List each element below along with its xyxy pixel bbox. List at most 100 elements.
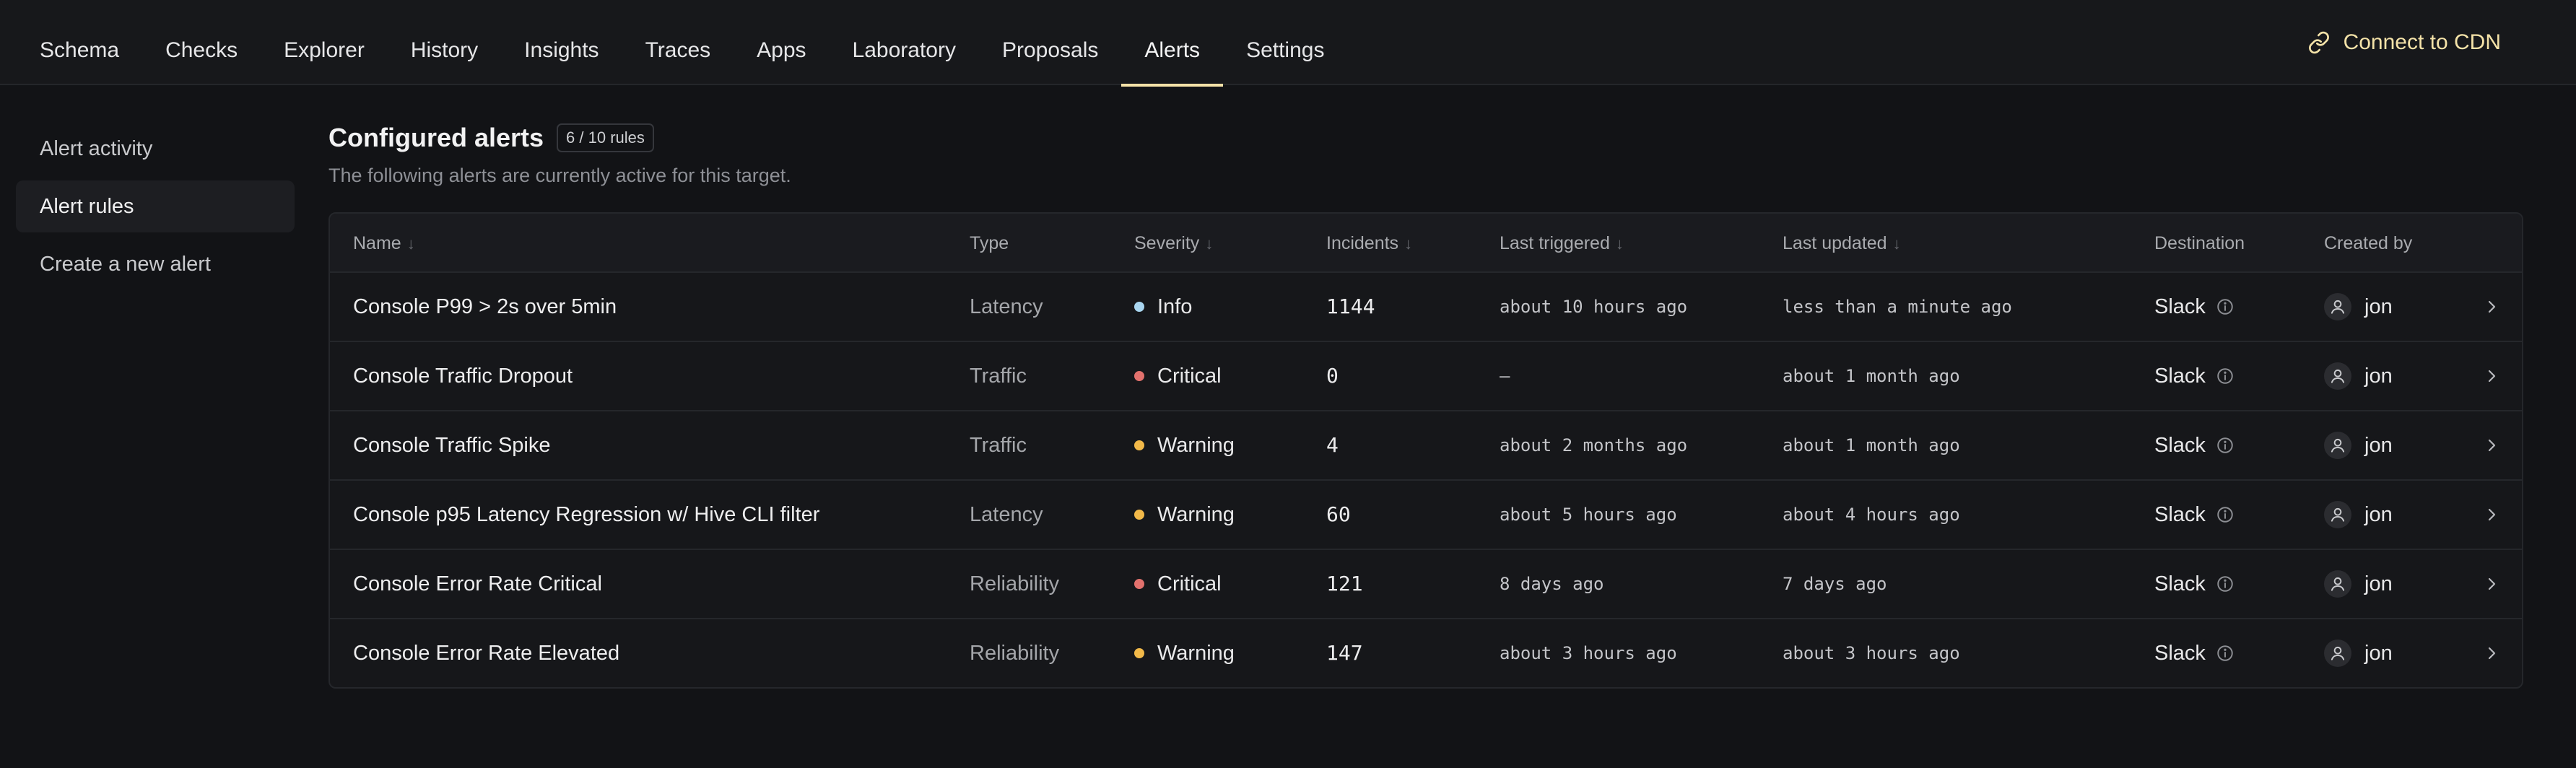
sidebar-item-alert-activity[interactable]: Alert activity xyxy=(40,137,153,160)
open-alert-button[interactable] xyxy=(2483,342,2500,410)
column-header-severity[interactable]: Severity ↓ xyxy=(1134,233,1214,253)
alerts-table: Name ↓ Type Severity ↓ Incidents ↓ Last tri… xyxy=(328,212,2523,689)
severity-dot-icon xyxy=(1134,440,1144,450)
sidebar-item-create-a-new-alert[interactable]: Create a new alert xyxy=(40,253,211,276)
tab-schema[interactable]: Schema xyxy=(40,38,120,62)
creator-name: jon xyxy=(2364,572,2393,595)
column-header-created-by: Created by xyxy=(2324,233,2413,253)
user-icon xyxy=(2331,369,2345,383)
link-icon xyxy=(2308,31,2329,54)
table-body: Console P99 > 2s over 5min Latency Info 114… xyxy=(330,273,2522,687)
sidebar-item-alert-rules[interactable]: Alert rules xyxy=(16,180,295,232)
destination-label: Slack xyxy=(2154,295,2206,318)
tab-history[interactable]: History xyxy=(410,38,479,62)
info-icon xyxy=(2217,299,2233,315)
alert-last-updated: about 1 month ago xyxy=(1783,366,1960,386)
tab-settings[interactable]: Settings xyxy=(1246,38,1325,62)
alert-type: Reliability xyxy=(970,572,1060,595)
page-title: Configured alerts xyxy=(328,123,544,152)
severity-dot-icon xyxy=(1134,648,1144,658)
alerts-sidebar: Alert activity Alert rules Create a new al… xyxy=(16,123,295,296)
creator-name: jon xyxy=(2364,365,2393,388)
severity-label: Warning xyxy=(1157,642,1235,665)
alert-incidents: 0 xyxy=(1326,364,1339,388)
column-header-name[interactable]: Name ↓ xyxy=(353,233,415,253)
heading-row: Configured alerts 6 / 10 rules xyxy=(328,121,2523,154)
alert-created-by: jon xyxy=(2324,481,2393,549)
arrow-down-icon: ↓ xyxy=(1404,235,1413,253)
configured-alerts-section: Configured alerts 6 / 10 rules The follo… xyxy=(328,121,2523,689)
user-icon xyxy=(2331,507,2345,522)
table-row[interactable]: Console Error Rate Critical Reliability Cr… xyxy=(330,550,2522,619)
alert-last-triggered: about 3 hours ago xyxy=(1500,643,1677,663)
creator-name: jon xyxy=(2364,503,2393,526)
tab-laboratory[interactable]: Laboratory xyxy=(852,38,956,62)
open-alert-button[interactable] xyxy=(2483,619,2500,687)
alert-type: Latency xyxy=(970,503,1043,526)
table-row[interactable]: Console p95 Latency Regression w/ Hive C… xyxy=(330,481,2522,550)
alert-name: Console Error Rate Critical xyxy=(353,572,602,595)
severity-label: Critical xyxy=(1157,572,1222,595)
table-row[interactable]: Console Traffic Dropout Traffic Critical 0 —… xyxy=(330,342,2522,411)
open-alert-button[interactable] xyxy=(2483,550,2500,618)
open-alert-button[interactable] xyxy=(2483,273,2500,341)
avatar xyxy=(2324,640,2351,667)
creator-name: jon xyxy=(2364,434,2393,457)
tab-checks[interactable]: Checks xyxy=(165,38,238,62)
open-alert-button[interactable] xyxy=(2483,481,2500,549)
chevron-right-icon xyxy=(2488,439,2496,452)
user-icon xyxy=(2331,300,2345,314)
info-icon xyxy=(2217,576,2233,592)
alert-type: Latency xyxy=(970,295,1043,318)
table-row[interactable]: Console P99 > 2s over 5min Latency Info 114… xyxy=(330,273,2522,342)
avatar xyxy=(2324,293,2351,320)
alert-severity: Warning xyxy=(1134,411,1235,479)
destination-label: Slack xyxy=(2154,572,2206,595)
column-header-incidents[interactable]: Incidents ↓ xyxy=(1326,233,1413,253)
chevron-right-icon xyxy=(2488,300,2496,313)
alert-destination: Slack xyxy=(2154,550,2235,618)
connect-to-cdn-button[interactable]: Connect to CDN xyxy=(2307,0,2501,85)
tab-apps[interactable]: Apps xyxy=(757,38,806,62)
alert-type: Traffic xyxy=(970,434,1027,457)
severity-dot-icon xyxy=(1134,371,1144,381)
chevron-right-icon xyxy=(2488,647,2496,660)
tab-insights[interactable]: Insights xyxy=(524,38,599,62)
column-header-last-updated[interactable]: Last updated ↓ xyxy=(1783,233,1901,253)
severity-dot-icon xyxy=(1134,579,1144,589)
column-header-type: Type xyxy=(970,233,1009,253)
creator-name: jon xyxy=(2364,295,2393,318)
nav-tabs: Schema Checks Explorer History Insights Trace… xyxy=(0,0,1347,87)
table-row[interactable]: Console Traffic Spike Traffic Warning 4 abou… xyxy=(330,411,2522,481)
alert-last-updated: about 3 hours ago xyxy=(1783,643,1960,663)
tab-traces[interactable]: Traces xyxy=(645,38,711,62)
alert-severity: Critical xyxy=(1134,342,1222,410)
alert-name: Console Error Rate Elevated xyxy=(353,642,620,665)
arrow-down-icon: ↓ xyxy=(1615,235,1624,253)
alert-last-triggered: about 5 hours ago xyxy=(1500,505,1677,525)
alert-destination: Slack xyxy=(2154,273,2235,341)
tab-explorer[interactable]: Explorer xyxy=(284,38,365,62)
info-icon xyxy=(2217,368,2233,384)
severity-label: Info xyxy=(1157,295,1193,318)
info-icon xyxy=(2217,645,2233,661)
user-icon xyxy=(2331,438,2345,453)
open-alert-button[interactable] xyxy=(2483,411,2500,479)
table-row[interactable]: Console Error Rate Elevated Reliability Wa… xyxy=(330,619,2522,687)
info-icon xyxy=(2217,437,2233,453)
alert-incidents: 121 xyxy=(1326,572,1363,595)
alert-severity: Warning xyxy=(1134,619,1235,687)
alert-last-updated: about 4 hours ago xyxy=(1783,505,1960,525)
severity-dot-icon xyxy=(1134,302,1144,312)
alert-incidents: 4 xyxy=(1326,433,1339,457)
alert-name: Console p95 Latency Regression w/ Hive C… xyxy=(353,503,820,526)
rules-count-badge: 6 / 10 rules xyxy=(557,123,654,152)
column-header-last-triggered[interactable]: Last triggered ↓ xyxy=(1500,233,1624,253)
severity-label: Warning xyxy=(1157,434,1235,457)
alert-last-triggered: about 10 hours ago xyxy=(1500,297,1688,317)
tab-alerts[interactable]: Alerts xyxy=(1121,0,1223,87)
alert-created-by: jon xyxy=(2324,411,2393,479)
arrow-down-icon: ↓ xyxy=(406,235,415,253)
alert-name: Console Traffic Spike xyxy=(353,434,551,457)
tab-proposals[interactable]: Proposals xyxy=(1001,38,1099,62)
